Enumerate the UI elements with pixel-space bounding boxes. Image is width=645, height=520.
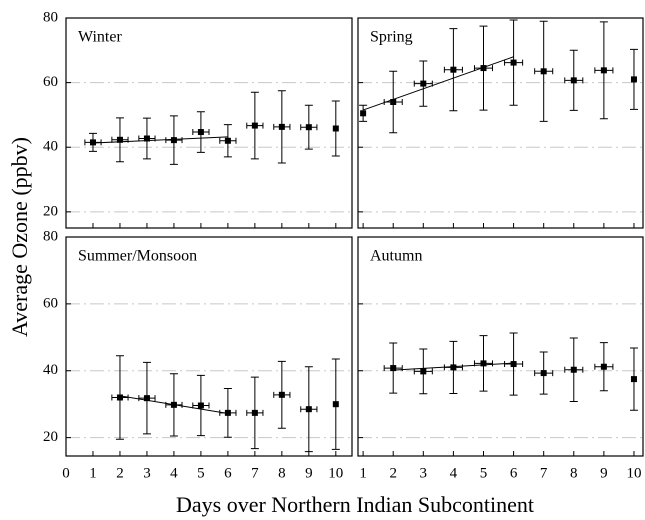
- data-point: [197, 402, 204, 409]
- data-point: [600, 363, 607, 370]
- x-tick-label: 4: [170, 465, 178, 481]
- data-point: [197, 129, 204, 136]
- x-axis-label: Days over Northern Indian Subcontinent: [176, 492, 534, 517]
- data-point: [630, 376, 637, 383]
- panel-title: Winter: [78, 29, 122, 46]
- y-tick-label: 80: [43, 9, 58, 25]
- data-point: [332, 401, 339, 408]
- data-point: [390, 99, 397, 105]
- panel-title: Spring: [370, 29, 413, 46]
- x-tick-label: 7: [540, 465, 548, 481]
- data-point: [390, 365, 397, 372]
- x-tick-label: 7: [251, 465, 259, 481]
- data-point: [570, 366, 577, 373]
- x-tick-label: 3: [143, 465, 151, 481]
- panel-frame: [357, 17, 644, 229]
- data-point: [600, 67, 607, 74]
- data-point: [480, 360, 487, 367]
- y-tick-label: 60: [43, 295, 58, 311]
- data-point: [278, 123, 285, 130]
- x-tick-label: 10: [626, 465, 641, 481]
- data-point: [510, 361, 517, 368]
- x-tick-label: 10: [328, 465, 343, 481]
- x-tick-label: 2: [116, 465, 124, 481]
- data-point: [116, 136, 123, 143]
- x-tick-label: 6: [224, 465, 232, 481]
- x-tick-label: 1: [359, 465, 367, 481]
- data-point: [89, 139, 96, 146]
- data-point: [143, 135, 150, 142]
- data-point: [143, 395, 150, 402]
- fit-line: [92, 136, 228, 144]
- data-point: [170, 137, 177, 144]
- panel-title: Autumn: [370, 248, 422, 265]
- data-point: [116, 394, 123, 401]
- data-point: [450, 66, 457, 73]
- data-point: [224, 137, 231, 144]
- data-point: [360, 110, 367, 117]
- data-point: [305, 406, 312, 413]
- y-tick-label: 20: [43, 203, 58, 219]
- y-tick-label: 40: [43, 139, 58, 155]
- data-point: [332, 125, 339, 132]
- x-tick-label: 1: [89, 465, 97, 481]
- data-point: [570, 77, 577, 84]
- x-tick-label: 9: [600, 465, 608, 481]
- x-tick-label: 3: [420, 465, 428, 481]
- data-point: [224, 409, 231, 416]
- y-axis-label: Average Ozone (ppbv): [7, 137, 32, 337]
- data-point: [630, 76, 637, 83]
- y-tick-label: 80: [43, 228, 58, 244]
- data-point: [540, 68, 547, 75]
- data-point: [170, 401, 177, 408]
- panel-frame: [357, 236, 644, 457]
- x-tick-label: 4: [450, 465, 458, 481]
- x-tick-label: 8: [278, 465, 286, 481]
- x-tick-label: 6: [510, 465, 518, 481]
- x-tick-label: 9: [305, 465, 313, 481]
- data-point: [305, 124, 312, 131]
- y-tick-label: 40: [43, 362, 58, 378]
- y-tick-label: 60: [43, 74, 58, 90]
- fit-line: [362, 56, 514, 111]
- panel-frame: [65, 17, 353, 229]
- x-tick-label: 2: [389, 465, 397, 481]
- y-tick-label: 20: [43, 429, 58, 445]
- data-point: [450, 364, 457, 371]
- data-point: [420, 80, 427, 87]
- x-tick-label: 0: [62, 465, 70, 481]
- data-point: [251, 122, 258, 129]
- x-tick-label: 8: [570, 465, 578, 481]
- x-tick-label: 5: [480, 465, 488, 481]
- data-point: [480, 65, 487, 72]
- data-point: [510, 59, 517, 66]
- x-tick-label: 5: [197, 465, 205, 481]
- data-point: [251, 409, 258, 416]
- data-point: [278, 391, 285, 398]
- panel-frame: [65, 236, 353, 457]
- data-point: [540, 370, 547, 377]
- panel-title: Summer/Monsoon: [78, 248, 197, 265]
- data-point: [420, 368, 427, 375]
